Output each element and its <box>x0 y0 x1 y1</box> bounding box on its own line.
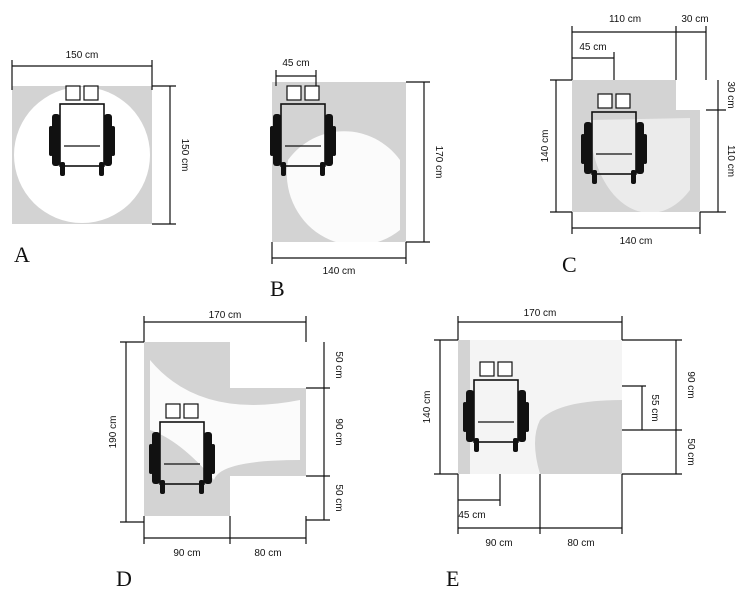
panel-e-letter: E <box>446 566 459 591</box>
panel-d-top-dim: 170 cm <box>209 310 242 321</box>
panel-d-bottom-right-dim: 80 cm <box>254 548 281 559</box>
panel-b-right-dim: 170 cm <box>433 146 444 179</box>
panel-b: 45 cm 170 cm 140 cm B <box>269 58 444 301</box>
panel-a-letter: A <box>14 242 30 267</box>
panel-b-bottom-dim: 140 cm <box>323 266 356 277</box>
panel-c-letter: C <box>562 252 577 277</box>
panel-c: 110 cm 30 cm 45 cm 140 cm 30 cm 110 cm 1… <box>540 14 735 277</box>
panel-d-letter: D <box>116 566 132 591</box>
panel-d-lower-recess <box>230 476 306 516</box>
panel-e-bottom-left-dim: 90 cm <box>485 538 512 549</box>
panel-c-bottom-dim: 140 cm <box>620 236 653 247</box>
panel-e-right-bot-dim: 50 cm <box>685 438 696 465</box>
panel-e-left-dim: 140 cm <box>422 391 433 424</box>
panel-b-turning-zone <box>286 131 400 246</box>
panel-c-top-left-dim: 45 cm <box>579 42 606 53</box>
panel-e-bottom-right-dim: 80 cm <box>567 538 594 549</box>
panel-e-inner-dim: 55 cm <box>649 394 660 421</box>
panel-c-top-right-dim: 30 cm <box>681 14 708 25</box>
panel-d-right-mid-dim: 90 cm <box>333 418 344 445</box>
panel-a: 150 cm 150 cm A <box>11 50 190 267</box>
panel-c-left-dim: 140 cm <box>540 130 551 163</box>
panel-d-upper-recess <box>230 342 306 388</box>
panel-d: 170 cm 190 cm 50 cm 90 cm 50 cm 90 cm 80… <box>108 310 344 591</box>
panel-b-top-dim: 45 cm <box>282 58 309 69</box>
panel-d-bottom-left-dim: 90 cm <box>173 548 200 559</box>
panel-e-top-dim: 170 cm <box>524 308 557 319</box>
panel-e-right-top-dim: 90 cm <box>685 371 696 398</box>
panel-e: 170 cm 140 cm 55 cm 90 cm 50 cm 45 cm 90… <box>422 308 696 591</box>
panel-a-turning-circle <box>14 87 150 223</box>
panel-d-right-bot-dim: 50 cm <box>333 484 344 511</box>
panel-d-right-top-dim: 50 cm <box>333 351 344 378</box>
panel-c-right-dim: 110 cm <box>725 145 735 177</box>
panel-e-bottom-small-dim: 45 cm <box>458 510 485 521</box>
panel-b-letter: B <box>270 276 285 301</box>
panel-a-top-dim: 150 cm <box>66 50 99 61</box>
panel-c-top-wide-dim: 110 cm <box>609 14 641 25</box>
panel-c-right-small-dim: 30 cm <box>725 81 735 108</box>
panel-c-door-recess <box>676 80 706 110</box>
panel-d-turning-zone <box>150 360 300 480</box>
panel-a-right-dim: 150 cm <box>179 139 190 172</box>
panel-d-left-dim: 190 cm <box>108 416 119 449</box>
